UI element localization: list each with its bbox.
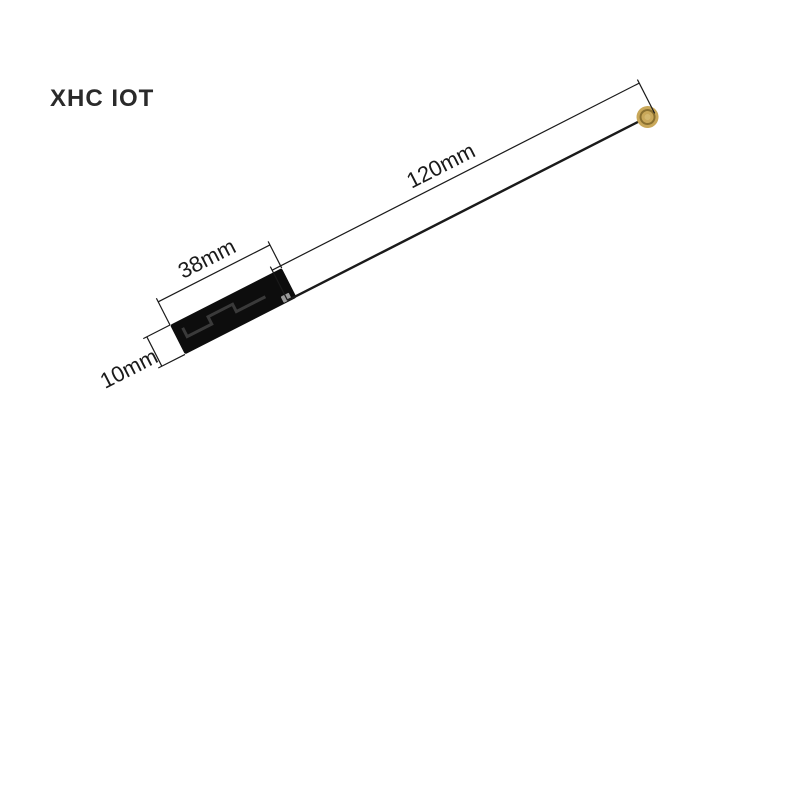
diagram-svg [0,0,800,800]
connector [633,102,663,132]
dimension-120mm [270,80,654,301]
